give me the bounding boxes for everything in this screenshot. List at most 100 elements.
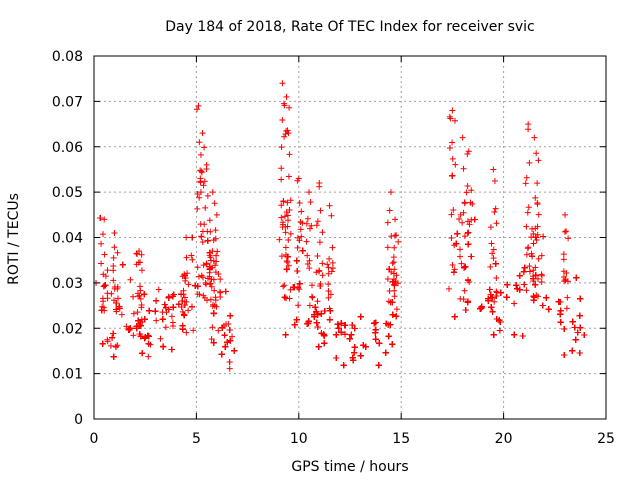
data-point [341,322,348,329]
data-point [535,255,542,262]
data-point [203,261,210,268]
data-point [145,333,152,340]
data-point [231,347,238,354]
data-point [393,232,400,239]
data-point [111,284,118,291]
data-point [99,231,106,238]
data-point [194,291,201,298]
data-point [449,139,456,146]
data-point [391,293,398,300]
data-point [139,350,146,357]
data-point [194,106,201,113]
data-point [278,202,285,209]
data-point [190,327,197,334]
data-point [334,321,341,328]
data-point [133,323,140,330]
data-point [137,287,144,294]
data-point [314,298,321,305]
data-point [574,329,581,336]
data-point [279,80,286,87]
data-point [133,250,140,257]
data-point [283,266,290,273]
data-point [168,313,175,320]
data-point [513,282,520,289]
x-tick-label: 5 [192,431,201,447]
data-point [304,215,311,222]
data-point [577,295,584,302]
data-point [287,286,294,293]
data-point [545,306,552,313]
data-point [278,165,285,172]
data-point [493,220,500,227]
data-point [530,230,537,237]
data-point [308,293,315,300]
data-point [141,291,148,298]
data-point [278,176,285,183]
data-point [459,219,466,226]
data-point [180,311,187,318]
data-point [180,287,187,294]
data-point [225,320,232,327]
data-point [208,283,215,290]
data-point [297,226,304,233]
data-point [393,306,400,313]
data-point [489,308,496,315]
data-point [325,270,332,277]
data-point [534,201,541,208]
data-point [210,339,217,346]
data-point [293,316,300,323]
data-point [304,252,311,259]
data-point [153,317,160,324]
data-point [170,304,177,311]
data-point [134,250,141,257]
data-point [112,343,119,350]
data-point [99,340,106,347]
data-point [389,341,396,348]
data-point [329,244,336,251]
data-point [460,165,467,172]
data-point [493,315,500,322]
data-point [342,331,349,338]
data-point [387,189,394,196]
data-point [563,228,570,235]
data-point [137,333,144,340]
data-point [197,151,204,158]
data-point [196,194,203,201]
data-point [285,237,292,244]
data-point [524,245,531,252]
data-point [532,272,539,279]
data-point [286,295,293,302]
data-point [136,283,143,290]
data-point [569,318,576,325]
data-point [346,335,353,342]
data-point [524,209,531,216]
data-point [466,221,473,228]
data-point [522,180,529,187]
data-point [451,313,458,320]
data-point [130,332,137,339]
data-point [194,264,201,271]
grid-lines [94,56,606,419]
data-point [198,233,205,240]
data-point [539,302,546,309]
data-point [315,268,322,275]
data-point [328,212,335,219]
data-point [525,126,532,133]
data-point [491,298,498,305]
data-point [390,254,397,261]
data-point [295,302,302,309]
data-point [460,296,467,303]
data-point [181,294,188,301]
data-point [314,324,321,331]
data-point [203,166,210,173]
data-point [134,309,141,316]
data-point [340,362,347,369]
data-point [179,322,186,329]
data-point [571,324,578,331]
data-point [229,333,236,340]
data-point [182,274,189,281]
data-point [557,311,564,318]
data-point [543,294,550,301]
data-point [304,261,311,268]
data-point [215,327,222,334]
